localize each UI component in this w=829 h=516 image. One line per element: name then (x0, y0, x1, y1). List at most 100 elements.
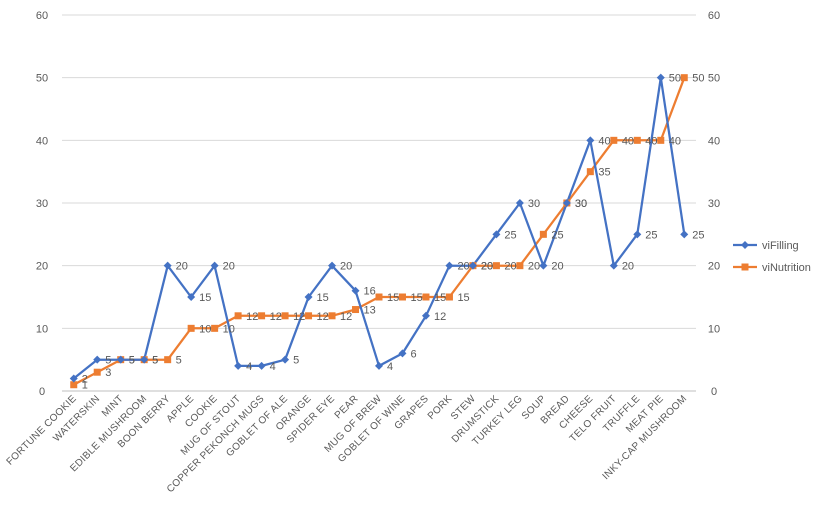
data-label-viNutrition: 5 (176, 355, 182, 367)
point-viFilling (562, 199, 571, 207)
series-line-viFilling (72, 76, 686, 380)
legend: viFilling viNutrition (733, 240, 811, 274)
point-viFilling (680, 230, 689, 239)
data-label-viNutrition: 12 (293, 311, 305, 323)
data-label-viNutrition: 10 (223, 323, 235, 335)
data-label-viFilling: 5 (152, 355, 158, 367)
point-viNutrition (164, 356, 172, 364)
point-viNutrition (633, 136, 641, 144)
point-viFilling (633, 230, 642, 239)
point-viNutrition (305, 312, 313, 320)
point-viNutrition (586, 168, 594, 176)
point-viFilling (539, 261, 548, 270)
data-label-viFilling: 12 (434, 311, 446, 323)
legend-marker-viNutrition (741, 263, 749, 271)
point-viNutrition (539, 230, 547, 238)
data-label-viNutrition: 20 (504, 261, 516, 273)
point-viFilling (187, 293, 196, 301)
data-label-viFilling: 25 (692, 229, 704, 241)
data-label-viFilling: 20 (457, 261, 469, 273)
point-viFilling (210, 261, 219, 270)
data-label-viNutrition: 12 (317, 311, 329, 323)
point-viNutrition (328, 312, 336, 320)
point-viFilling (515, 199, 524, 207)
point-viFilling (468, 261, 477, 270)
series-line-viNutrition (73, 77, 686, 386)
data-label-viNutrition: 30 (575, 198, 587, 210)
point-viFilling (609, 261, 618, 270)
data-label-viNutrition: 5 (152, 355, 158, 367)
point-viFilling (69, 374, 78, 383)
y-tick-label: 20 (36, 261, 48, 273)
data-label-viFilling: 20 (223, 261, 235, 273)
y2-tick-label: 20 (708, 261, 720, 273)
data-label-viFilling: 20 (481, 261, 493, 273)
y2-tick-label: 0 (711, 386, 717, 398)
point-viFilling (163, 261, 172, 270)
data-label-viFilling: 25 (645, 229, 657, 241)
point-viFilling (375, 361, 383, 370)
series-layer (69, 73, 689, 389)
point-viFilling (116, 355, 125, 364)
data-label-viNutrition: 40 (669, 135, 681, 147)
data-label-viFilling: 4 (270, 361, 276, 373)
data-label-viFilling: 5 (293, 355, 299, 367)
data-label-viFilling: 15 (199, 292, 211, 304)
y-tick-label: 40 (36, 135, 48, 147)
y2-tick-label: 30 (708, 198, 720, 210)
point-viFilling (140, 355, 149, 364)
y-axis-left: 0 10 20 30 40 50 60 (36, 10, 48, 398)
x-tick-label: PORK (426, 393, 455, 422)
y-tick-label: 50 (36, 73, 48, 85)
y2-tick-label: 40 (708, 135, 720, 147)
data-label-viNutrition: 12 (270, 311, 282, 323)
point-viFilling (421, 311, 430, 320)
point-viFilling (234, 361, 243, 370)
data-label-viFilling: 50 (669, 73, 681, 85)
data-label-viNutrition: 15 (457, 292, 469, 304)
point-viFilling (304, 293, 313, 301)
point-viFilling (281, 355, 290, 364)
data-label-viFilling: 20 (176, 261, 188, 273)
point-viNutrition (258, 312, 266, 320)
data-label-viNutrition: 5 (129, 355, 135, 367)
data-label-viFilling: 20 (622, 261, 634, 273)
point-viNutrition (70, 381, 78, 389)
data-label-viFilling: 20 (551, 261, 563, 273)
legend-label-viFilling: viFilling (762, 240, 799, 252)
point-viFilling (656, 73, 665, 82)
data-label-viFilling: 40 (598, 135, 610, 147)
data-label-viNutrition: 50 (692, 73, 704, 85)
data-label-viNutrition: 3 (105, 367, 111, 379)
point-viNutrition (398, 293, 406, 301)
point-viNutrition (680, 74, 688, 82)
data-label-viFilling: 5 (129, 355, 135, 367)
data-label-viNutrition: 20 (528, 261, 540, 273)
data-label-viNutrition: 35 (598, 167, 610, 179)
point-viFilling (586, 136, 595, 145)
data-label-viFilling: 5 (105, 355, 111, 367)
y-tick-label: 0 (39, 386, 45, 398)
data-label-viFilling: 4 (387, 361, 393, 373)
data-label-viNutrition: 15 (387, 292, 399, 304)
point-viFilling (492, 230, 501, 239)
data-label-viNutrition: 40 (645, 135, 657, 147)
data-label-viNutrition: 25 (551, 229, 563, 241)
data-label-viNutrition: 10 (199, 323, 211, 335)
data-label-viNutrition: 1 (82, 380, 88, 392)
data-label-viFilling: 16 (364, 286, 376, 298)
y-tick-label: 60 (36, 10, 48, 22)
y2-tick-label: 50 (708, 73, 720, 85)
data-label-viNutrition: 15 (410, 292, 422, 304)
data-label-viFilling: 20 (340, 261, 352, 273)
point-viFilling (351, 286, 360, 295)
point-viFilling (257, 361, 266, 370)
data-label-viNutrition: 15 (434, 292, 446, 304)
y2-tick-label: 60 (708, 10, 720, 22)
y-axis-right: 0 10 20 30 40 50 60 (708, 10, 720, 398)
point-viNutrition (234, 312, 242, 320)
